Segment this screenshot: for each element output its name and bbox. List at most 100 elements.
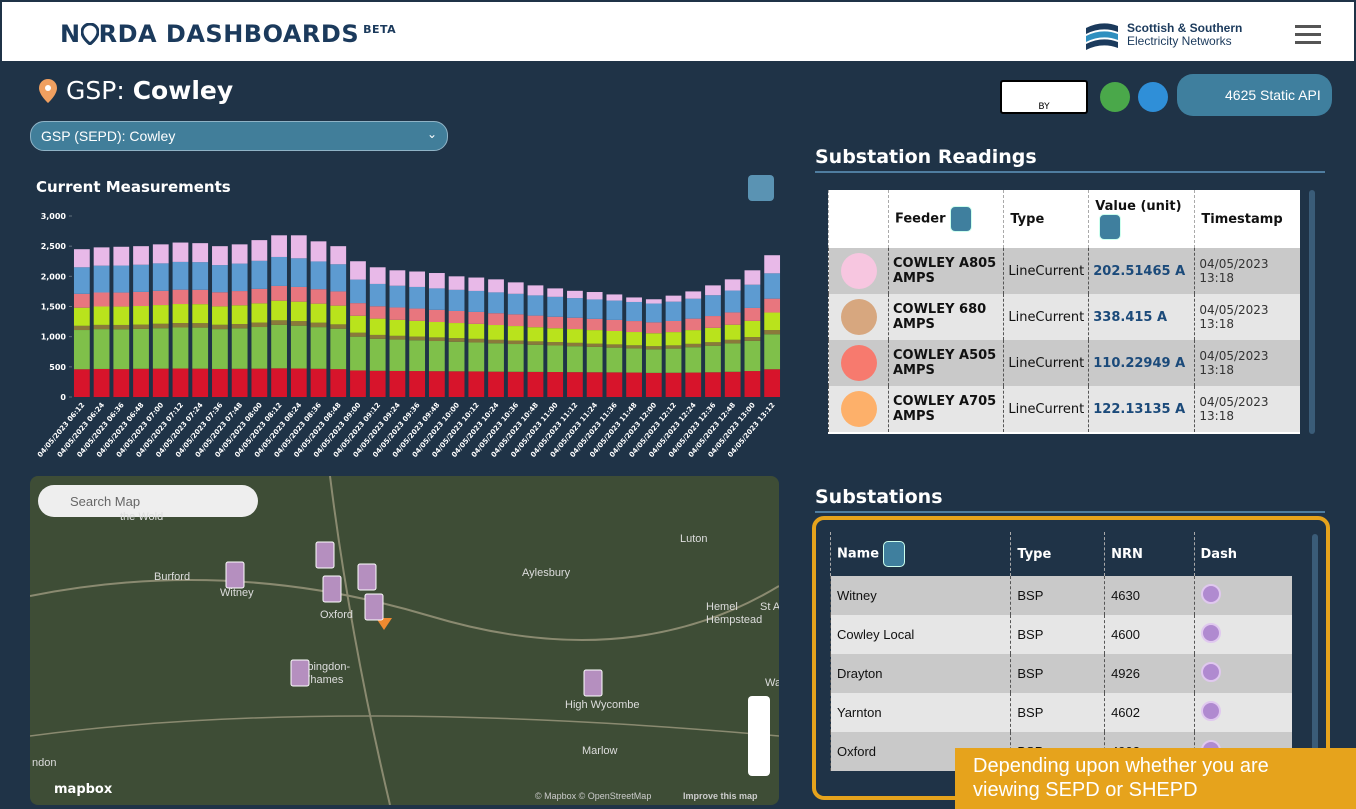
- bar-segment: [251, 327, 267, 369]
- bar-segment: [232, 244, 248, 263]
- scrollbar[interactable]: [1309, 190, 1315, 434]
- bar-segment: [449, 290, 465, 311]
- bar-segment: [449, 276, 465, 290]
- bar-segment: [350, 280, 366, 304]
- api-button[interactable]: 4625 Static API: [1177, 74, 1332, 116]
- bar-segment: [488, 340, 504, 343]
- column-header: Type: [1011, 532, 1105, 576]
- swatch[interactable]: [841, 253, 877, 289]
- substation-marker[interactable]: [291, 660, 309, 686]
- reading-cell: 338.415 A: [1089, 294, 1195, 340]
- bar-segment: [409, 287, 425, 309]
- bar-segment: [449, 371, 465, 397]
- sort-button[interactable]: [950, 206, 972, 232]
- swatch[interactable]: [841, 391, 877, 427]
- bar-segment: [153, 369, 169, 397]
- header-text: Type: [1017, 547, 1051, 562]
- header-text: Name: [837, 547, 879, 562]
- bar-segment: [567, 318, 583, 329]
- bar-segment: [488, 279, 504, 292]
- substation-cell: Cowley Local: [831, 615, 1011, 654]
- export-button[interactable]: [1100, 82, 1130, 112]
- bar-segment: [567, 343, 583, 346]
- column-header: Name: [831, 532, 1011, 576]
- sort-button[interactable]: [883, 541, 905, 567]
- bar-segment: [330, 246, 346, 264]
- bar-segment: [192, 290, 208, 304]
- reading-cell: LineCurrent: [1004, 294, 1089, 340]
- bar-segment: [311, 241, 327, 261]
- attribution: © Mapbox © OpenStreetMap: [535, 791, 651, 801]
- substation-cell: BSP: [1011, 654, 1105, 693]
- bar-segment: [370, 339, 386, 371]
- bar-segment: [528, 285, 544, 295]
- bar-segment: [94, 266, 110, 293]
- partner-logo: [1084, 20, 1120, 52]
- swatch-cell: [829, 294, 889, 340]
- menu-button[interactable]: [1295, 20, 1321, 49]
- zoom-control[interactable]: [748, 696, 770, 776]
- bar-segment: [606, 320, 622, 331]
- substation-cell: Yarnton: [831, 693, 1011, 732]
- dash-button[interactable]: [1201, 662, 1221, 682]
- bar-segment: [646, 333, 662, 346]
- dash-button[interactable]: [1201, 584, 1221, 604]
- bar-segment: [646, 349, 662, 373]
- bar-segment: [113, 369, 129, 397]
- bar-segment: [113, 247, 129, 266]
- place-label: Oxford: [320, 609, 353, 621]
- bar-segment: [153, 305, 169, 324]
- substation-marker[interactable]: [365, 594, 383, 620]
- substation-marker[interactable]: [226, 562, 244, 588]
- bar-segment: [666, 349, 682, 373]
- dash-button[interactable]: [1201, 623, 1221, 643]
- reading-cell: COWLEY A805 AMPS: [889, 248, 1004, 294]
- scrollbar[interactable]: [1312, 534, 1318, 764]
- bar-segment: [587, 299, 603, 318]
- substation-marker[interactable]: [323, 576, 341, 602]
- bar-segment: [94, 369, 110, 397]
- bar-segment: [429, 322, 445, 337]
- page-title: GSP: Cowley: [66, 76, 233, 105]
- select-text: GSP (SEPD): Cowley: [41, 128, 175, 144]
- header-text: Timestamp: [1201, 212, 1282, 227]
- bar-segment: [606, 344, 622, 347]
- bar-segment: [370, 267, 386, 284]
- dash-button[interactable]: [1201, 701, 1221, 721]
- bar-segment: [311, 369, 327, 397]
- swatch[interactable]: [841, 345, 877, 381]
- bar-segment: [685, 373, 701, 397]
- bar-segment: [666, 373, 682, 397]
- bar-segment: [390, 270, 406, 285]
- license-badge[interactable]: BY: [1000, 80, 1088, 114]
- bar-segment: [508, 282, 524, 293]
- bar-segment: [626, 297, 642, 302]
- bar-segment: [764, 299, 780, 313]
- sort-button[interactable]: [1099, 214, 1121, 240]
- gsp-select[interactable]: GSP (SEPD): Cowley⌄: [30, 121, 448, 151]
- bar-segment: [567, 372, 583, 397]
- substation-marker[interactable]: [316, 542, 334, 568]
- bar-segment: [685, 347, 701, 372]
- bar-segment: [94, 325, 110, 329]
- substation-marker[interactable]: [358, 564, 376, 590]
- place-label: Marlow: [582, 745, 618, 757]
- gsp-icon: [38, 78, 58, 104]
- brand-text: RDA DASHBOARDS: [99, 20, 360, 48]
- place-label: St A: [760, 601, 779, 613]
- swatch[interactable]: [841, 299, 877, 335]
- place-label: the Wold: [120, 511, 163, 523]
- bar-segment: [173, 243, 189, 262]
- bar-segment: [251, 240, 267, 261]
- share-button[interactable]: [1138, 82, 1168, 112]
- bar-segment: [488, 313, 504, 325]
- bar-segment: [330, 329, 346, 369]
- bar-segment: [291, 321, 307, 326]
- download-button[interactable]: [748, 175, 774, 201]
- substation-marker[interactable]: [584, 670, 602, 696]
- header-text: Value (unit): [1095, 199, 1181, 214]
- bar-segment: [488, 343, 504, 371]
- bar-segment: [764, 369, 780, 397]
